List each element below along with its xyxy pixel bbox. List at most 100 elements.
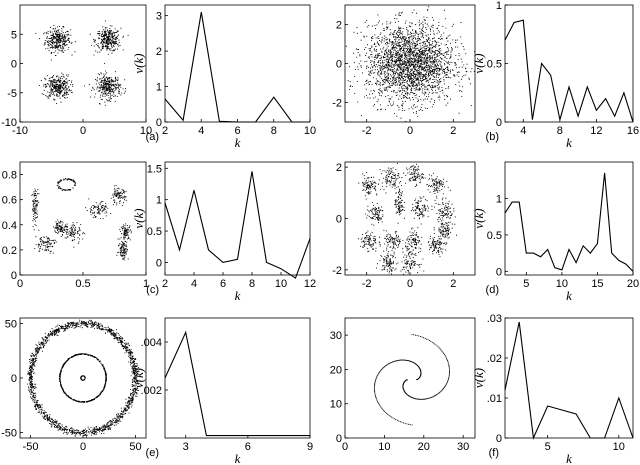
scatter-point bbox=[382, 67, 384, 70]
scatter-point bbox=[414, 79, 416, 82]
scatter-point bbox=[442, 54, 445, 57]
scatter-point bbox=[59, 43, 61, 45]
scatter-point bbox=[35, 205, 37, 207]
scatter-point bbox=[44, 43, 46, 45]
scatter-point bbox=[59, 79, 61, 81]
scatter-point bbox=[383, 78, 385, 80]
scatter-point bbox=[116, 43, 119, 46]
scatter-point bbox=[390, 59, 392, 61]
scatter-point bbox=[397, 75, 399, 77]
scatter-point bbox=[404, 35, 406, 37]
scatter-point bbox=[107, 42, 109, 44]
scatter-point bbox=[106, 82, 108, 84]
scatter-point bbox=[39, 237, 41, 239]
scatter-point bbox=[60, 179, 62, 181]
scatter-point bbox=[400, 63, 402, 65]
scatter-point bbox=[79, 234, 81, 236]
scatter-point bbox=[411, 63, 413, 65]
x-tick-label: 2 bbox=[162, 278, 168, 290]
scatter-point bbox=[426, 79, 428, 81]
scatter-point bbox=[66, 231, 68, 233]
scatter-point bbox=[399, 68, 401, 70]
scatter-point bbox=[434, 64, 436, 66]
scatter-point bbox=[49, 91, 51, 93]
scatter-point bbox=[409, 78, 411, 80]
scatter-point bbox=[438, 83, 440, 85]
scatter-point bbox=[413, 9, 415, 11]
scatter-point bbox=[92, 213, 94, 215]
scatter-point bbox=[114, 43, 116, 45]
scatter-point bbox=[63, 40, 65, 42]
scatter-point bbox=[116, 202, 118, 204]
scatter-point bbox=[419, 25, 421, 27]
scatter-point bbox=[438, 52, 440, 54]
scatter-point bbox=[421, 60, 423, 62]
scatter-point bbox=[388, 170, 390, 172]
scatter-point bbox=[405, 37, 407, 39]
scatter-point bbox=[389, 63, 391, 65]
scatter-point bbox=[457, 59, 459, 61]
scatter-point bbox=[386, 169, 388, 171]
scatter-point bbox=[454, 64, 456, 66]
scatter-point bbox=[52, 36, 54, 38]
scatter-point bbox=[416, 41, 418, 43]
scatter-point bbox=[391, 177, 393, 179]
scatter-point bbox=[433, 54, 435, 56]
scatter-point bbox=[405, 93, 407, 95]
scatter-point bbox=[444, 18, 446, 20]
scatter-point bbox=[391, 48, 393, 50]
scatter-point bbox=[46, 37, 48, 39]
scatter-point bbox=[450, 55, 452, 57]
scatter-point bbox=[456, 71, 458, 73]
scatter-point bbox=[368, 70, 370, 72]
scatter-point bbox=[374, 66, 377, 68]
scatter-point bbox=[368, 24, 370, 26]
scatter-point bbox=[66, 189, 68, 191]
scatter-point bbox=[403, 69, 405, 71]
scatter-point bbox=[112, 195, 114, 197]
scatter-point bbox=[62, 234, 64, 236]
scatter-point bbox=[57, 52, 59, 54]
scatter-point bbox=[402, 92, 404, 94]
scatter-point bbox=[60, 50, 62, 52]
scatter-point bbox=[58, 39, 60, 41]
scatter-point bbox=[408, 39, 410, 41]
scatter-point bbox=[388, 172, 390, 174]
scatter-point bbox=[101, 30, 103, 33]
scatter-point bbox=[110, 85, 113, 87]
scatter-point bbox=[124, 199, 126, 201]
scatter-point bbox=[124, 244, 126, 246]
scatter-point bbox=[380, 188, 382, 190]
scatter-point bbox=[386, 47, 388, 49]
scatter-point bbox=[378, 74, 380, 76]
scatter-point bbox=[65, 94, 67, 96]
scatter-point bbox=[386, 177, 388, 179]
scatter-point bbox=[48, 246, 50, 248]
scatter-point bbox=[380, 73, 382, 75]
scatter-point bbox=[123, 246, 125, 248]
x-tick-label: 8 bbox=[249, 278, 255, 290]
scatter-point bbox=[50, 91, 52, 93]
scatter-point bbox=[50, 87, 52, 89]
scatter-point bbox=[397, 31, 399, 34]
scatter-point bbox=[60, 87, 62, 90]
scatter-point bbox=[420, 69, 422, 71]
scatter-point bbox=[109, 41, 111, 43]
scatter-point bbox=[53, 35, 55, 38]
scatter-point bbox=[118, 194, 121, 196]
scatter-point bbox=[419, 72, 421, 74]
scatter-point bbox=[422, 88, 424, 90]
scatter-point bbox=[408, 74, 410, 76]
scatter-point bbox=[396, 56, 398, 58]
scatter-point bbox=[386, 77, 388, 79]
scatter-point bbox=[428, 51, 430, 53]
scatter-point bbox=[391, 62, 393, 64]
scatter-point bbox=[410, 87, 413, 89]
scatter-point bbox=[429, 30, 432, 32]
scatter-point bbox=[97, 33, 99, 35]
scatter-point bbox=[410, 50, 412, 53]
scatter-point bbox=[97, 73, 99, 75]
scatter-point bbox=[424, 67, 426, 69]
scatter-point bbox=[424, 70, 426, 72]
scatter-point bbox=[402, 78, 404, 80]
